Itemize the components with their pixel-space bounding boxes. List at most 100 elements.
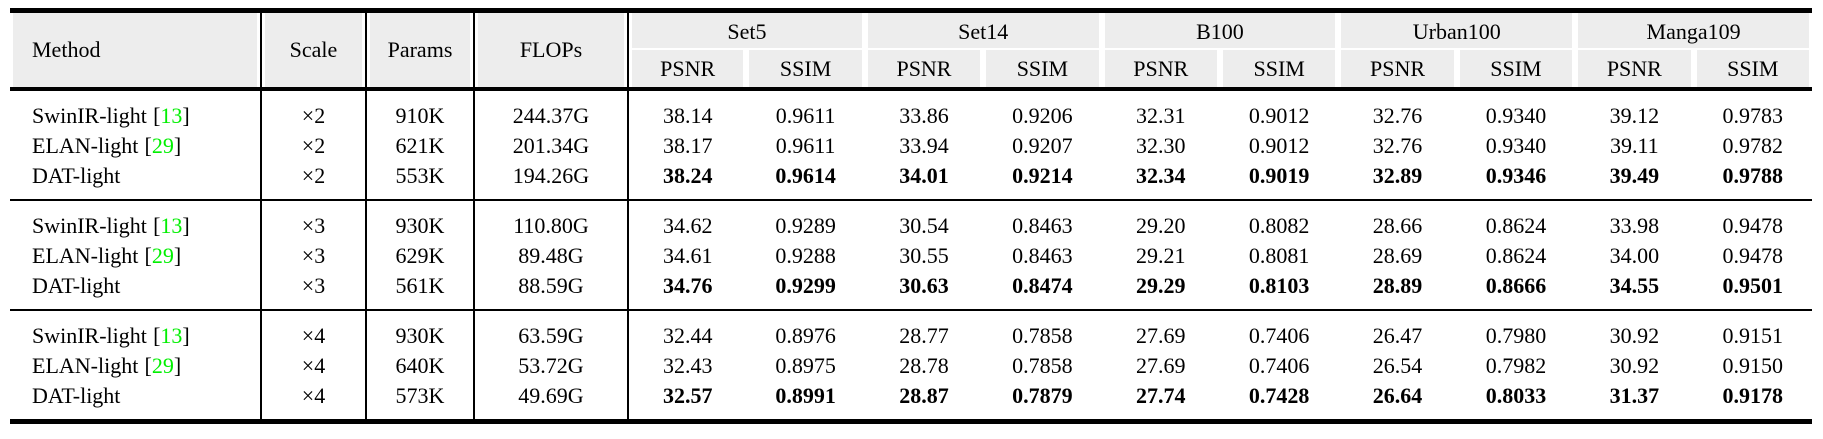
set5-psnr: 38.24 bbox=[662, 163, 713, 188]
params-cell: 621K bbox=[366, 131, 475, 161]
scale-cell: ×4 bbox=[261, 351, 367, 381]
set5-psnr: 32.44 bbox=[662, 323, 713, 348]
b100-psnr: 27.74 bbox=[1136, 383, 1186, 408]
method-name: ELAN-light bbox=[32, 243, 139, 268]
set5-psnr: 34.76 bbox=[662, 273, 713, 298]
set14-ssim: 0.9207 bbox=[1012, 133, 1073, 158]
scale-cell: ×4 bbox=[261, 381, 367, 422]
set14-psnr: 28.78 bbox=[899, 353, 949, 378]
set14-ssim: 0.8463 bbox=[1012, 213, 1073, 238]
citation-ref[interactable]: [13] bbox=[153, 103, 190, 128]
set14-ssim: 0.9206 bbox=[1012, 103, 1073, 128]
table-row: SwinIR-light [13] ×3 930K 110.80G 34.62 0… bbox=[10, 200, 1812, 241]
method-cell: ELAN-light [29] bbox=[10, 131, 262, 161]
urban100-psnr: 28.66 bbox=[1372, 213, 1423, 238]
method-name: DAT-light bbox=[32, 383, 121, 408]
citation-number: 13 bbox=[160, 213, 183, 238]
set5-ssim: 0.8991 bbox=[775, 383, 836, 408]
flops-cell: 89.48G bbox=[474, 241, 629, 271]
bracket: [ bbox=[153, 103, 161, 128]
urban100-psnr: 32.76 bbox=[1372, 133, 1423, 158]
bracket: [ bbox=[144, 353, 152, 378]
method-cell: DAT-light bbox=[10, 381, 262, 422]
set14-psnr: 30.55 bbox=[899, 243, 949, 268]
col-header-params: Params bbox=[366, 10, 475, 89]
bracket: ] bbox=[182, 213, 190, 238]
method-name: SwinIR-light bbox=[32, 323, 147, 348]
b100-ssim: 0.7428 bbox=[1248, 383, 1310, 408]
bracket: [ bbox=[144, 243, 152, 268]
metric-header-ssim: SSIM bbox=[983, 50, 1102, 89]
bracket: [ bbox=[153, 323, 161, 348]
table-row: DAT-light ×4 573K 49.69G 32.57 0.8991 28… bbox=[10, 381, 1812, 422]
b100-psnr: 29.29 bbox=[1136, 273, 1186, 298]
set5-ssim: 0.9299 bbox=[775, 273, 836, 298]
method-cell: ELAN-light [29] bbox=[10, 241, 262, 271]
params-cell: 640K bbox=[366, 351, 475, 381]
metric-header-psnr: PSNR bbox=[1338, 50, 1457, 89]
flops-cell: 194.26G bbox=[474, 161, 629, 200]
manga109-psnr: 39.49 bbox=[1609, 163, 1660, 188]
urban100-ssim: 0.9340 bbox=[1485, 133, 1547, 158]
metric-header-ssim: SSIM bbox=[746, 50, 865, 89]
set5-ssim: 0.8975 bbox=[775, 353, 836, 378]
flops-cell: 88.59G bbox=[474, 271, 629, 310]
set5-ssim: 0.9288 bbox=[775, 243, 836, 268]
params-cell: 561K bbox=[366, 271, 475, 310]
dataset-header-set5: Set5 bbox=[628, 10, 865, 50]
set5-psnr: 34.62 bbox=[662, 213, 713, 238]
flops-cell: 244.37G bbox=[474, 89, 629, 131]
urban100-psnr: 26.64 bbox=[1372, 383, 1423, 408]
b100-psnr: 32.30 bbox=[1136, 133, 1186, 158]
flops-cell: 53.72G bbox=[474, 351, 629, 381]
scale-cell: ×3 bbox=[261, 271, 367, 310]
scale-cell: ×2 bbox=[261, 131, 367, 161]
bracket: [ bbox=[153, 213, 161, 238]
metric-header-psnr: PSNR bbox=[1101, 50, 1220, 89]
urban100-psnr: 28.69 bbox=[1372, 243, 1423, 268]
b100-ssim: 0.8082 bbox=[1248, 213, 1310, 238]
method-name: ELAN-light bbox=[32, 133, 139, 158]
metric-header-ssim: SSIM bbox=[1219, 50, 1339, 89]
dataset-header-b100: B100 bbox=[1101, 10, 1339, 50]
urban100-ssim: 0.8033 bbox=[1485, 383, 1547, 408]
urban100-ssim: 0.9346 bbox=[1485, 163, 1547, 188]
scale-cell: ×4 bbox=[261, 310, 367, 351]
citation-ref[interactable]: [13] bbox=[153, 323, 190, 348]
flops-cell: 201.34G bbox=[474, 131, 629, 161]
manga109-psnr: 30.92 bbox=[1609, 353, 1660, 378]
set5-ssim: 0.9611 bbox=[775, 103, 836, 128]
set5-psnr: 38.14 bbox=[662, 103, 713, 128]
manga109-ssim: 0.9151 bbox=[1722, 323, 1784, 348]
bracket: ] bbox=[182, 103, 190, 128]
urban100-ssim: 0.8624 bbox=[1485, 213, 1547, 238]
set5-psnr: 34.61 bbox=[662, 243, 713, 268]
citation-ref[interactable]: [13] bbox=[153, 213, 190, 238]
table-row: DAT-light ×2 553K 194.26G 38.24 0.9614 3… bbox=[10, 161, 1812, 200]
method-cell: SwinIR-light [13] bbox=[10, 200, 262, 241]
b100-psnr: 32.34 bbox=[1136, 163, 1186, 188]
method-name: SwinIR-light bbox=[32, 103, 147, 128]
set14-ssim: 0.7858 bbox=[1012, 353, 1073, 378]
b100-ssim: 0.8103 bbox=[1248, 273, 1310, 298]
bracket: ] bbox=[173, 353, 182, 378]
flops-cell: 63.59G bbox=[474, 310, 629, 351]
set14-psnr: 28.87 bbox=[899, 383, 949, 408]
scale-cell: ×2 bbox=[261, 161, 367, 200]
bracket: [ bbox=[144, 133, 152, 158]
manga109-psnr: 30.92 bbox=[1609, 323, 1660, 348]
table-row: DAT-light ×3 561K 88.59G 34.76 0.9299 30… bbox=[10, 271, 1812, 310]
manga109-psnr: 39.12 bbox=[1609, 103, 1660, 128]
set14-ssim: 0.9214 bbox=[1012, 163, 1073, 188]
b100-ssim: 0.7406 bbox=[1248, 323, 1310, 348]
urban100-ssim: 0.9340 bbox=[1485, 103, 1547, 128]
urban100-psnr: 32.89 bbox=[1372, 163, 1423, 188]
b100-ssim: 0.7406 bbox=[1248, 353, 1310, 378]
citation-ref[interactable]: [29] bbox=[144, 133, 181, 158]
citation-ref[interactable]: [29] bbox=[144, 243, 181, 268]
params-cell: 573K bbox=[366, 381, 475, 422]
col-header-flops: FLOPs bbox=[474, 10, 629, 89]
table-header: Method Scale Params FLOPs Set5 Set14 B10… bbox=[10, 10, 1812, 89]
b100-psnr: 27.69 bbox=[1136, 353, 1186, 378]
citation-ref[interactable]: [29] bbox=[144, 353, 181, 378]
